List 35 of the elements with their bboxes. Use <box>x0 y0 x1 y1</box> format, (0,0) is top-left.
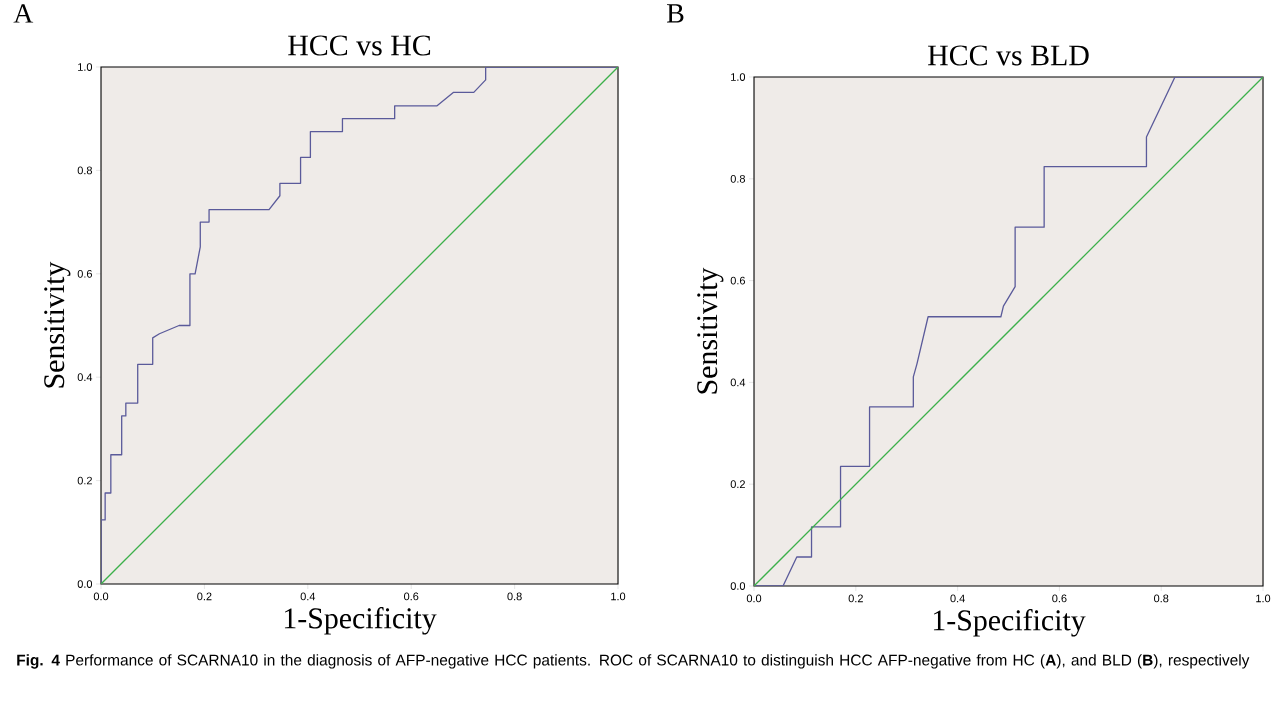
x-tick-label: 0.6 <box>404 592 419 601</box>
y-tick-label: 0.0 <box>77 580 93 588</box>
x-tick-label: 0.0 <box>746 594 762 603</box>
x-tick-label: 0.0 <box>93 592 109 601</box>
x-tick-label: 1.0 <box>611 592 626 601</box>
y-tick-label: 1.0 <box>78 63 93 71</box>
y-tick-label: 0.6 <box>730 276 746 285</box>
x-tick-label: 0.8 <box>1154 594 1169 603</box>
x-tick-label: 0.4 <box>300 592 316 601</box>
y-tick-label: 1.0 <box>731 73 746 81</box>
x-axis-title: 1-Specificity <box>284 607 437 635</box>
x-tick-label: 0.4 <box>950 594 965 603</box>
line-series <box>101 67 619 584</box>
y-tick-label: 0.4 <box>77 373 93 382</box>
y-tick-label: 0.8 <box>77 166 92 175</box>
y-tick-label: 0.8 <box>730 174 746 183</box>
y-tick-label: 0.0 <box>730 582 746 590</box>
text: B <box>667 4 684 23</box>
y-tick-label: 0.6 <box>77 269 92 278</box>
x-tick-label: 1.0 <box>1256 594 1271 603</box>
x-tick-label: 0.2 <box>848 594 863 603</box>
y-tick-label: 0.2 <box>730 480 745 489</box>
x-axis-title: 1-Specificity <box>933 609 1086 637</box>
text: A <box>13 4 34 23</box>
x-tick-label: 0.2 <box>197 592 212 601</box>
line-series <box>754 77 1264 586</box>
chart-title: HCC vs HC <box>288 35 431 56</box>
y-axis-title: Sensitivity <box>697 267 724 394</box>
y-axis-title: Sensitivity <box>44 261 71 388</box>
x-tick-label: 0.6 <box>1052 594 1067 603</box>
x-tick-label: 0.8 <box>507 592 522 601</box>
y-tick-label: 0.2 <box>77 476 92 485</box>
y-tick-label: 0.4 <box>730 378 746 387</box>
chart-title: HCC vs BLD <box>928 45 1089 66</box>
text: Fig. 4 Performance of SCARNA10 in the diagnosis of AFP-negative HCC patients. ROC of SCARNA10 to distinguish HCC AFP-negative from HC (A), and BLD (B), respectively <box>17 654 1250 669</box>
